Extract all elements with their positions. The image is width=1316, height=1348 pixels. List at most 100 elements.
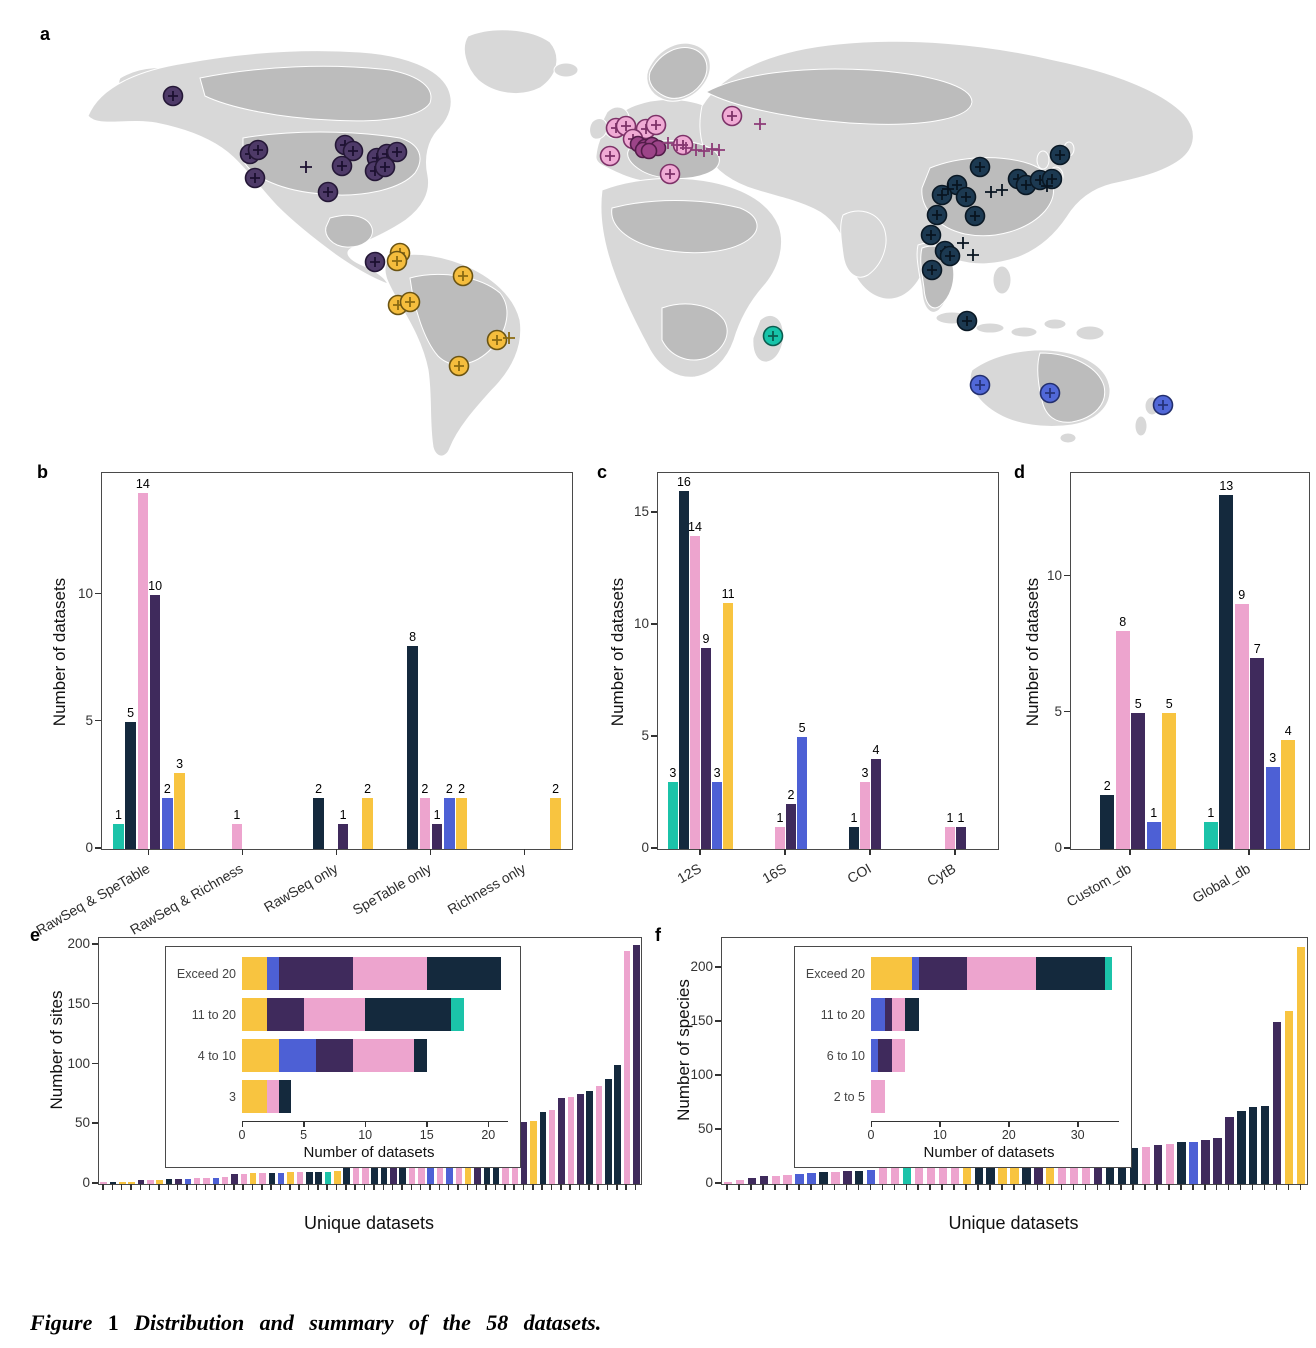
x-tick-mark [762,1184,764,1190]
bar-purple [843,1171,852,1184]
bar-value-label: 8 [1119,615,1127,630]
bar-pink [690,535,700,849]
bar-blue [1265,767,1280,849]
bar-value-label: 2 [421,782,429,797]
inset-segment-navy [905,998,920,1031]
map-marker-navy [939,245,961,267]
y-tick-label: 0 [705,1175,713,1190]
inset-x-tick-mark [303,1122,305,1127]
x-tick-mark [578,1184,581,1190]
panel-b-y-axis: 0 5 10 [63,472,101,855]
x-category-label: COI [843,860,874,887]
bar-blue [795,1174,804,1184]
bar-yellow [334,1170,341,1184]
x-tick-mark [1096,1184,1099,1190]
bar-yellow [962,1160,971,1184]
bar-value-label: 1 [433,807,441,822]
inset-segment-purple [877,1039,892,1072]
x-tick-mark [917,1184,919,1190]
map-marker-yellow [399,291,421,313]
x-tick-mark [1013,1184,1015,1190]
x-tick-mark [373,1184,375,1190]
x-tick-mark [616,1184,618,1190]
inset-segment-yellow [242,957,267,990]
map-marker-purple [386,141,408,163]
x-tick-mark [354,1184,356,1190]
panel-f: f Number of species 0 50 100 150 200 Exceed … [655,925,1316,1265]
world-map-panel [0,8,1316,460]
bar-pink [950,1162,959,1184]
inset-segment-purple [919,957,968,990]
x-tick-mark [148,1184,151,1190]
x-tick-mark [625,1184,627,1190]
bar-pink [1115,631,1130,849]
bar-purple [786,804,796,849]
y-tick-label: 5 [641,728,649,744]
bar-pink [408,1164,416,1184]
x-tick-mark [214,1184,216,1190]
bar-purple [576,1094,584,1184]
bar-value-label: 3 [861,765,869,780]
map-marker-magenta [680,142,692,154]
map-marker-navy [956,310,978,332]
bar-pink [595,1086,603,1184]
inset-category-label: 11 to 20 [820,1007,865,1022]
y-tick-mark [715,1182,721,1184]
x-category-label: CytB [924,860,959,890]
y-tick-mark [92,1122,98,1124]
bar-pink [147,1180,154,1184]
x-tick-mark [857,1184,860,1190]
bar-pink [831,1172,840,1184]
inset-row: 11 to 20 [172,998,508,1031]
bar-pink [259,1173,266,1184]
map-marker-purple [162,85,184,107]
bar-navy [371,1166,378,1184]
bar-pink [1165,1144,1174,1184]
x-tick-mark [504,1184,506,1190]
x-tick-mark [429,1184,431,1190]
y-tick-label: 0 [1054,840,1062,855]
bar-pink [137,493,149,849]
bar-purple [1201,1139,1210,1184]
map-marker-navy [969,156,991,178]
bar-value-label: 2 [163,782,171,797]
x-tick-mark [989,1184,991,1190]
x-tick-mark [335,849,337,855]
bar-navy [315,1172,322,1184]
x-tick-mark [1060,1184,1063,1190]
inset-segment-purple [278,957,353,990]
inset-segment-yellow [242,1039,279,1072]
x-tick-mark [560,1184,562,1190]
bar-value-label: 10 [148,578,163,593]
bar-pink [878,1167,888,1184]
y-tick-label: 15 [633,504,649,520]
panel-e-x-axis [98,1184,640,1208]
panel-e-x-axis-title: Unique datasets [303,1213,435,1233]
x-tick-mark [1275,1184,1278,1190]
map-marker-purple [244,167,266,189]
bar-pink [623,951,631,1184]
bar-purple [759,1176,768,1184]
x-tick-mark [1192,1184,1194,1190]
bar-pink [914,1164,924,1184]
x-tick-mark [1144,1184,1146,1190]
x-tick-mark [223,1184,226,1190]
inset-category-label: 3 [229,1089,236,1104]
bar-purple [871,759,881,849]
map-marker-pink [721,105,743,127]
inset-x-tick-mark [364,1122,367,1127]
x-tick-mark [130,1184,132,1190]
panel-e: e Number of sites 0 50 100 150 200 Exceed 20… [30,925,650,1265]
bar-blue [712,781,722,849]
bar-purple [231,1174,238,1184]
y-tick-label: 5 [1054,703,1062,719]
bar-navy [407,645,419,849]
y-tick-mark [651,847,657,849]
bar-purple [558,1098,565,1184]
bar-yellow [456,798,467,849]
map-marker-navy [942,183,954,195]
map-marker-magenta [713,144,725,156]
bar-navy [313,798,325,849]
bar-yellow [174,772,185,849]
